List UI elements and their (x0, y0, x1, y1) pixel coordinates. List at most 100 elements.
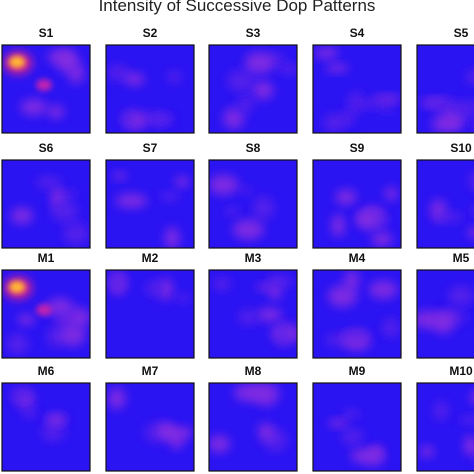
heatmap (106, 45, 194, 133)
heatmap-blob (166, 70, 182, 84)
panel-frame (416, 44, 474, 134)
heatmap-blob (224, 206, 240, 217)
heatmap (2, 383, 90, 471)
heatmap (313, 383, 401, 471)
heatmap-blob (240, 186, 253, 195)
panel-frame (105, 159, 195, 249)
heatmap-blob (325, 63, 349, 73)
panel-label: S10 (450, 141, 472, 155)
heatmap-blob (57, 50, 80, 74)
heatmap-blob (164, 226, 180, 248)
heatmap-blob (111, 272, 125, 291)
panel-frame (1, 159, 91, 249)
heatmap-blob (314, 47, 339, 59)
heatmap-blob (471, 118, 474, 131)
heatmap-blob (350, 447, 382, 464)
heatmap-blob (20, 98, 48, 116)
heatmap (313, 270, 401, 358)
heatmap-blob (226, 70, 255, 93)
heatmap (209, 270, 297, 358)
panel-frame (312, 44, 402, 134)
heatmap-blob (46, 325, 64, 348)
heatmap-background (417, 383, 474, 471)
panel-label: S1 (39, 26, 54, 40)
heatmap-blob (419, 445, 435, 458)
heatmap-blob (342, 409, 361, 419)
heatmap-blob (251, 80, 274, 100)
heatmap-blob (40, 423, 66, 441)
heatmap-blob (232, 219, 265, 240)
heatmap-blob (467, 226, 474, 239)
panel-frame (208, 382, 298, 472)
panel-label: M9 (349, 364, 366, 378)
panel-label: M2 (142, 251, 159, 265)
heatmap-blob (368, 280, 398, 300)
heatmap-blob (252, 196, 275, 220)
heatmap-blob (371, 231, 393, 248)
hotspot-2 (36, 79, 52, 91)
heatmap (106, 383, 194, 471)
hotspot-core (9, 281, 25, 293)
heatmap-blob (340, 330, 369, 340)
heatmap-blob (174, 176, 190, 188)
figure-title: Intensity of Successive Dop Patterns (99, 0, 376, 15)
heatmap-blob (382, 318, 400, 338)
heatmap-blob (150, 114, 173, 125)
heatmap (313, 160, 401, 248)
heatmap-blob (63, 221, 89, 246)
heatmap-blob (464, 70, 474, 85)
heatmap-blob (234, 383, 264, 402)
heatmap-blob (322, 113, 347, 133)
heatmap-blob (355, 211, 379, 227)
panel-frame (416, 269, 474, 359)
panel-label: S5 (454, 26, 469, 40)
panel-frame (208, 159, 298, 249)
heatmap (417, 45, 474, 133)
heatmap-blob (145, 280, 164, 297)
heatmap-blob (55, 316, 70, 326)
heatmap-blob (45, 298, 74, 317)
heatmap-blob (331, 214, 346, 237)
heatmap-blob (431, 310, 455, 334)
heatmap-blob (244, 51, 275, 74)
heatmap (209, 160, 297, 248)
panel-label: M7 (142, 364, 159, 378)
heatmap (106, 270, 194, 358)
heatmap (2, 270, 90, 358)
heatmap-blob (22, 407, 37, 419)
heatmap-blob (371, 94, 401, 104)
heatmap-blob (158, 277, 174, 301)
heatmap-blob (433, 400, 449, 421)
heatmap-blob (6, 333, 29, 355)
hotspot-2 (36, 304, 52, 316)
heatmap-blob (327, 285, 358, 308)
panel-frame (105, 44, 195, 134)
heatmap-blob (59, 323, 86, 347)
heatmap (2, 45, 90, 133)
heatmap-blob (157, 422, 175, 439)
heatmap-blob (47, 104, 65, 119)
heatmap-blob (159, 192, 180, 202)
heatmap-blob (45, 415, 67, 425)
heatmap-blob (121, 111, 135, 126)
heatmap-blob (459, 415, 474, 425)
heatmap-blob (256, 283, 270, 292)
heatmap-blob (341, 428, 364, 446)
panel-frame (1, 44, 91, 134)
heatmap-blob (209, 174, 239, 196)
panel-label: M3 (245, 251, 262, 265)
panel-frame (312, 269, 402, 359)
heatmap-blob (10, 207, 34, 225)
heatmap-blob (17, 314, 35, 326)
heatmap-blob (106, 64, 130, 81)
heatmap (417, 160, 474, 248)
heatmap (417, 383, 474, 471)
panel-frame (1, 382, 91, 472)
heatmap-blob (10, 387, 32, 402)
heatmap-blob (237, 95, 255, 113)
heatmap-blob (470, 391, 474, 404)
panel-label: S3 (246, 26, 261, 40)
heatmap-blob (384, 187, 398, 201)
heatmap-blob (212, 276, 232, 291)
